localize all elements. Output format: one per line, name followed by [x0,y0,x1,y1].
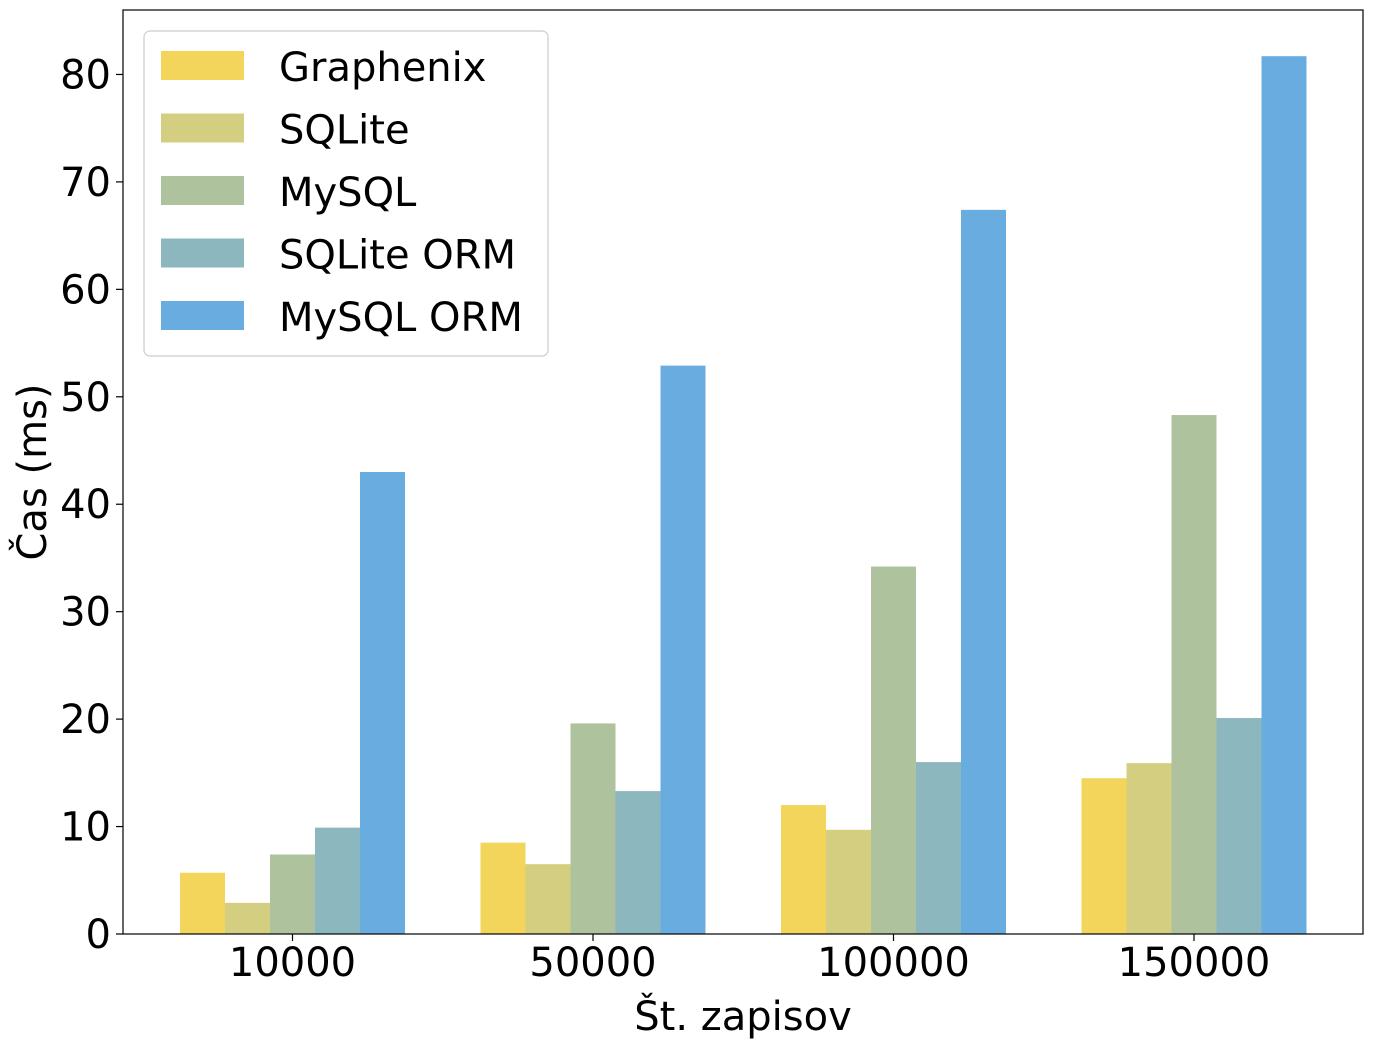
legend-label: Graphenix [279,45,486,91]
legend: Graphenix SQLite MySQL SQLite ORM MySQL ORM [143,30,549,357]
legend-label: SQLite ORM [279,233,516,279]
bar-sqlite-150000 [1126,763,1172,934]
bar-mysql-orm-100000 [961,209,1006,934]
y-tick-label: 80 [60,52,111,98]
bar-sqlite-100000 [826,829,871,934]
bar-mysql-50000 [570,723,616,934]
bar-sqlite-orm-150000 [1216,718,1262,934]
y-axis-title: Čas (ms) [8,383,56,560]
x-tick-label: 10000 [229,940,356,986]
bar-graphenix-10000 [180,872,225,934]
y-tick-label: 50 [60,375,111,421]
x-tick-label: 50000 [529,940,656,986]
y-tick-label: 0 [86,912,111,958]
bar-graphenix-100000 [781,805,826,934]
bar-sqlite-50000 [525,864,571,934]
y-axis: 0 10 20 30 40 50 60 70 80 [60,52,123,958]
bar-graphenix-150000 [1081,778,1127,934]
y-tick-label: 10 [60,805,111,851]
legend-swatch [161,238,244,268]
x-tick-label: 100000 [817,940,970,986]
bar-mysql-100000 [871,566,916,934]
bar-sqlite-orm-50000 [615,791,661,934]
x-axis-title: Št. zapisov [634,992,852,1040]
bar-sqlite-10000 [225,902,270,934]
bar-mysql-orm-50000 [660,365,706,934]
bar-mysql-10000 [270,854,315,934]
bars-layer [180,56,1307,935]
legend-swatch [161,301,244,330]
y-tick-label: 30 [60,590,111,636]
legend-label: MySQL [279,170,417,216]
y-tick-label: 40 [60,482,111,528]
x-tick-label: 150000 [1118,940,1271,986]
bar-sqlite-orm-100000 [916,762,961,934]
y-tick-label: 60 [60,267,111,313]
plot-frame [122,9,1364,935]
legend-swatch [161,51,244,80]
legend-swatch [161,176,244,205]
legend-items: Graphenix SQLite MySQL SQLite ORM MySQL ORM [161,45,523,341]
legend-label: MySQL ORM [279,295,523,341]
y-tick-label: 70 [60,160,111,206]
legend-frame [143,30,549,357]
bar-mysql-orm-150000 [1261,56,1307,934]
bar-graphenix-50000 [480,842,526,934]
bar-sqlite-orm-10000 [315,827,360,934]
y-tick-label: 20 [60,697,111,743]
legend-swatch [161,113,244,143]
bar-mysql-150000 [1171,415,1217,935]
bar-mysql-orm-10000 [360,472,405,934]
x-axis: 10000 50000 100000 150000 [229,934,1270,986]
legend-label: SQLite [279,108,410,154]
